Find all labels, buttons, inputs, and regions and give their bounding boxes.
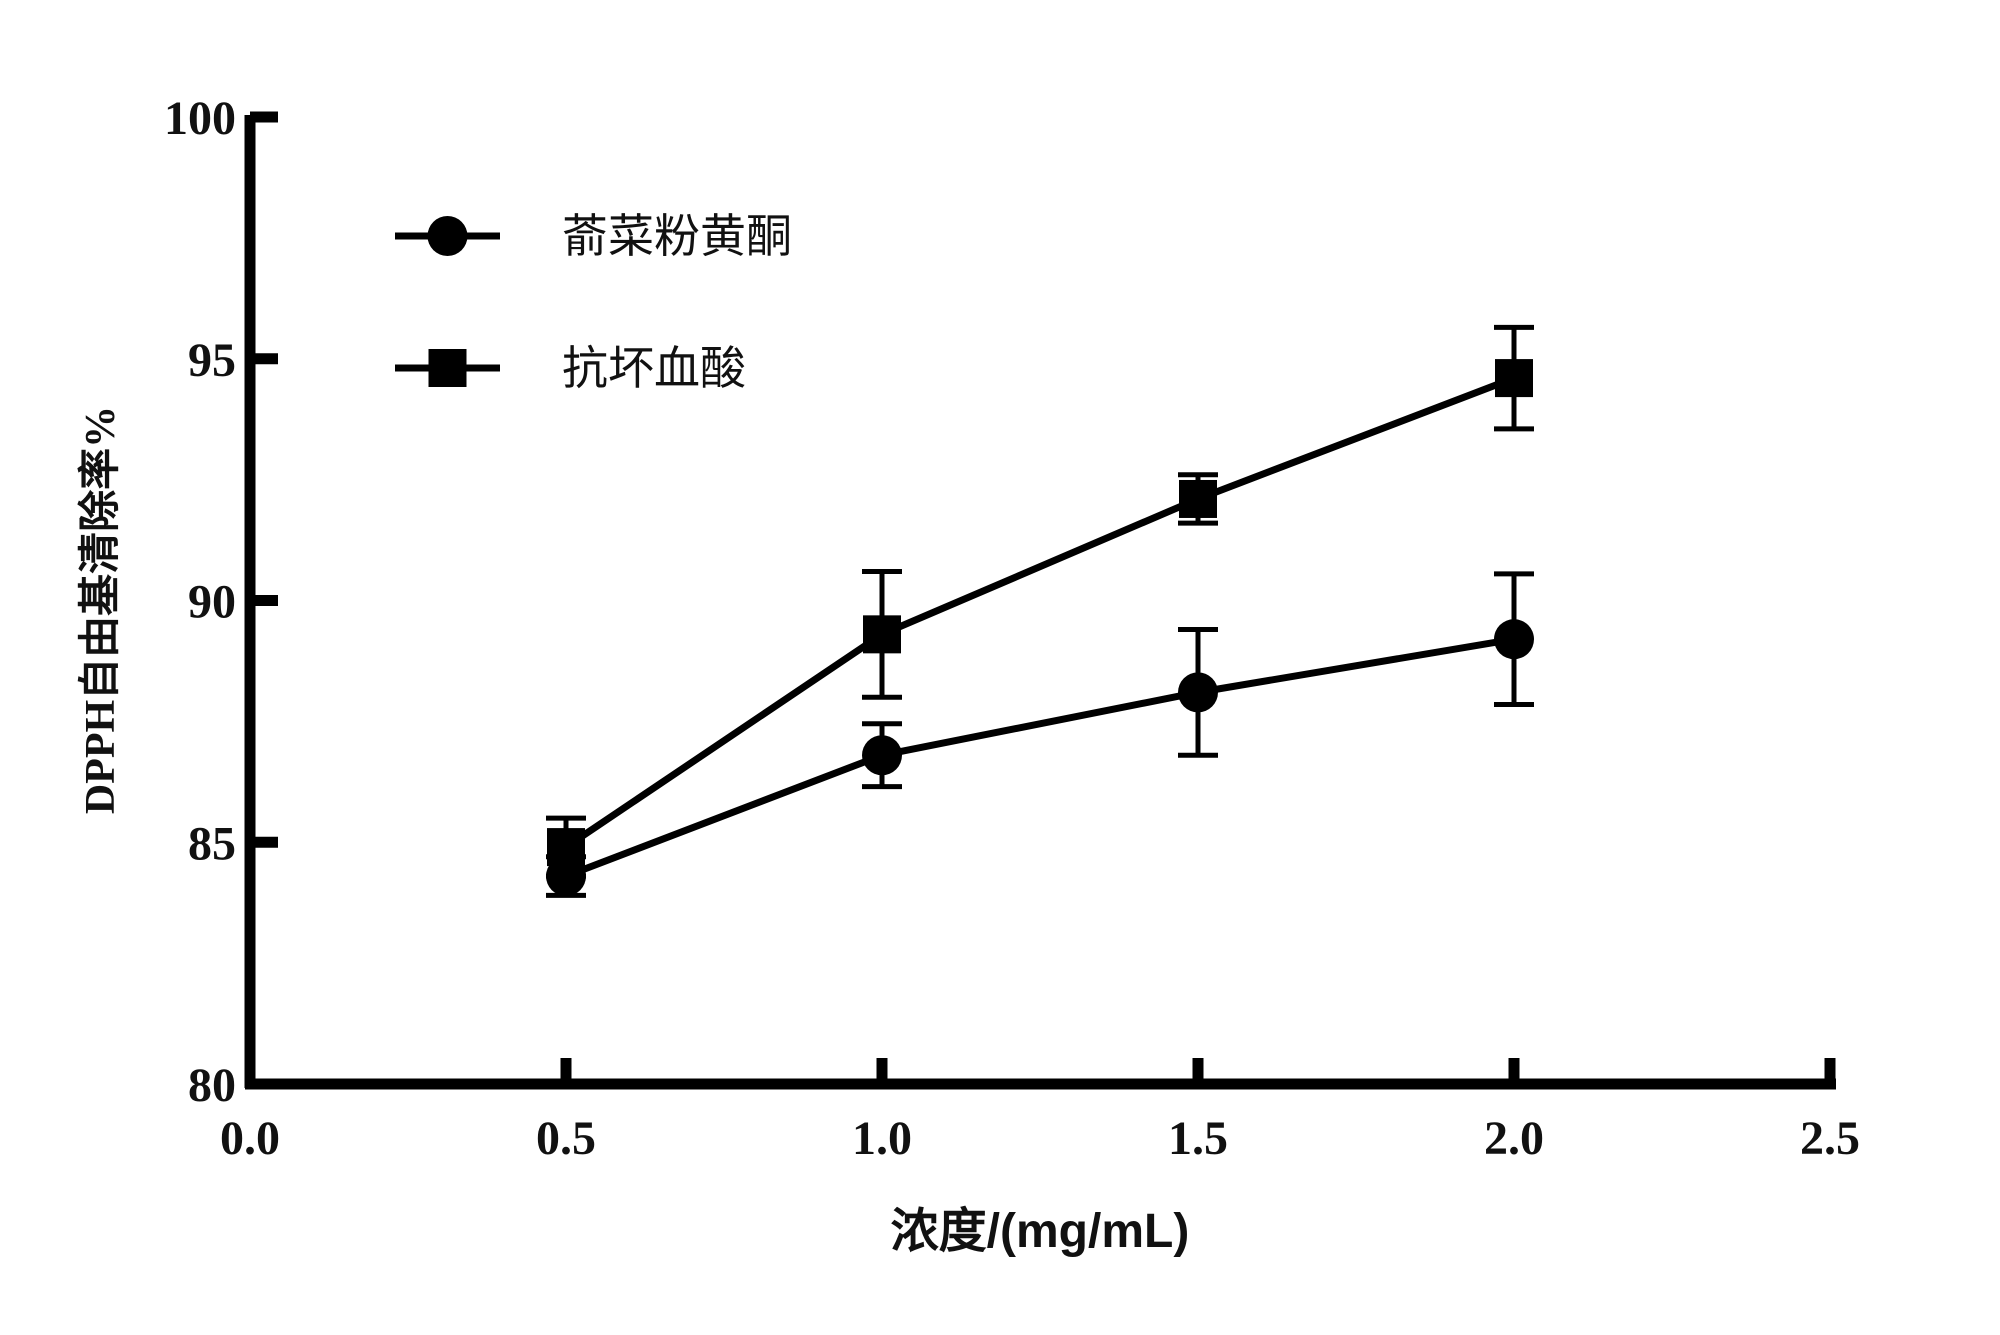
x-tick-label: 1.5 bbox=[1168, 1112, 1228, 1165]
y-tick-label: 80 bbox=[188, 1059, 236, 1112]
x-tick-label: 0.5 bbox=[536, 1112, 596, 1165]
y-tick-label: 95 bbox=[188, 334, 236, 387]
series-2 bbox=[546, 324, 1534, 879]
data-point bbox=[547, 828, 585, 867]
data-point bbox=[862, 735, 902, 776]
series-line bbox=[564, 374, 1516, 850]
legend-marker bbox=[427, 216, 468, 256]
legend-label: 抗坏血酸 bbox=[562, 341, 746, 395]
axes: 80 85 90 95 100 0.0 0.5 1.0 1.5 2.0 2.5 bbox=[164, 92, 1860, 1165]
x-tick-label: 1.0 bbox=[852, 1112, 912, 1165]
legend-item-2: 抗坏血酸 bbox=[395, 341, 746, 395]
x-tick-label: 2.5 bbox=[1800, 1112, 1860, 1165]
series-1 bbox=[546, 571, 1534, 898]
legend-label: 萮菜粉黄酮 bbox=[562, 209, 792, 263]
data-point bbox=[1495, 359, 1533, 398]
y-tick-label: 85 bbox=[188, 817, 236, 870]
x-tick-label: 0.0 bbox=[220, 1112, 280, 1165]
y-axis-title: DPPH自由基清除率% bbox=[77, 406, 124, 814]
data-point bbox=[1494, 619, 1534, 660]
legend-item-1: 萮菜粉黄酮 bbox=[395, 209, 792, 263]
series-line bbox=[564, 635, 1515, 880]
legend-marker bbox=[428, 349, 467, 387]
data-point bbox=[863, 615, 901, 654]
y-tick-label: 100 bbox=[164, 92, 236, 145]
series-layer bbox=[546, 324, 1534, 898]
data-point bbox=[1178, 672, 1218, 713]
x-tick-label: 2.0 bbox=[1484, 1112, 1544, 1165]
y-tick-label: 90 bbox=[188, 576, 236, 629]
x-axis-title: 浓度/(mg/mL) bbox=[891, 1205, 1190, 1258]
data-point bbox=[1179, 479, 1217, 518]
